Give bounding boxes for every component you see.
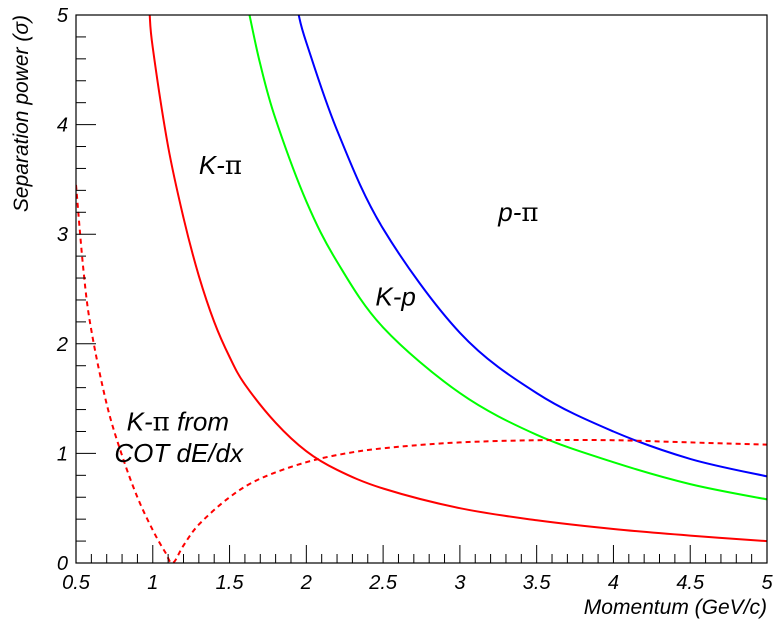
x-tick-label: 3 <box>454 572 465 594</box>
x-tick-label: 4.5 <box>676 572 705 594</box>
y-axis-title: Separation power (σ) <box>10 15 33 212</box>
y-tick-label: 0 <box>57 553 68 575</box>
x-tick-label: 1.5 <box>216 572 245 594</box>
curves-layer <box>76 15 767 563</box>
annotation-k-p: K-p <box>375 281 415 311</box>
x-tick-label: 1 <box>147 572 158 594</box>
y-tick-label: 5 <box>57 5 69 27</box>
x-tick-label: 2 <box>300 572 312 594</box>
y-tick-label: 2 <box>56 334 68 356</box>
annotation-k-pi-cot-2: COT dE/dx <box>114 438 244 468</box>
annotation-k-pi-cot-1: K-π from <box>127 406 229 437</box>
x-tick-label: 4 <box>608 572 619 594</box>
y-tick-label: 4 <box>57 115 68 137</box>
curve-k-p <box>248 15 767 501</box>
curve-p-pi <box>297 15 767 478</box>
x-tick-label: 2.5 <box>368 572 398 594</box>
curve-k-pi <box>148 15 767 543</box>
x-axis-title: Momentum (GeV/c) <box>584 596 767 619</box>
annotation-k-pi: K-π <box>199 150 242 181</box>
x-tick-label: 5 <box>761 572 773 594</box>
x-tick-label: 3.5 <box>523 572 552 594</box>
curve-k-pi-cot <box>76 184 767 563</box>
y-tick-label: 1 <box>57 443 68 465</box>
axes-layer: 0.5 1 1.5 2 2.5 3 3.5 4 4.5 5 0 1 2 3 4 5 <box>56 5 774 594</box>
x-tick-label: 0.5 <box>62 572 91 594</box>
annotation-p-pi: p-π <box>497 197 538 228</box>
y-tick-label: 3 <box>57 224 68 246</box>
plot-frame <box>75 14 768 564</box>
